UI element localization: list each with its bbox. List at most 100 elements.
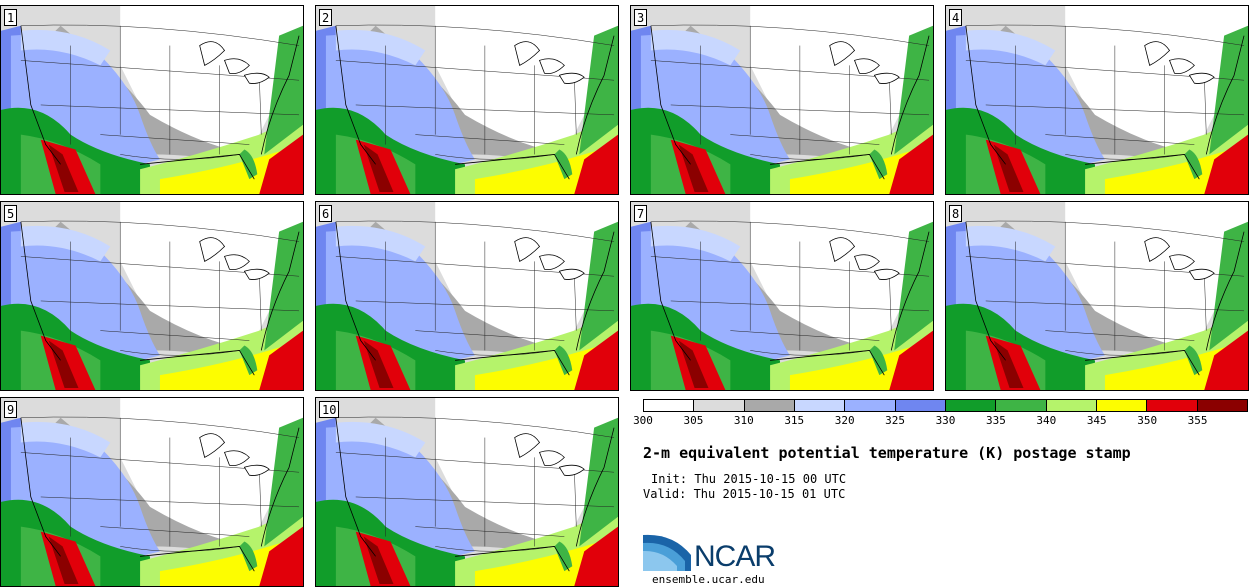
great-lake	[853, 58, 880, 74]
state-boundary	[20, 220, 300, 242]
map-fill-region	[650, 29, 741, 66]
colorbar-segment	[1147, 400, 1198, 411]
map-graphic	[316, 398, 618, 586]
coastline	[965, 25, 1245, 180]
state-boundary	[435, 546, 555, 552]
map-fill-region	[239, 345, 258, 376]
great-lake	[853, 254, 880, 270]
great-lake	[1168, 254, 1195, 270]
map-fill-region	[574, 526, 618, 586]
colorbar-segment	[694, 400, 745, 411]
colorbar-segment	[895, 400, 946, 411]
colorbar-tick-label: 320	[834, 414, 855, 427]
great-lake	[1144, 41, 1171, 66]
great-lake	[514, 41, 541, 66]
map-fill-region	[435, 6, 618, 155]
map-fill-region	[574, 330, 618, 390]
map-graphic	[631, 6, 933, 194]
map-graphic	[1, 398, 303, 586]
map-fill-region	[435, 398, 618, 547]
state-boundary	[1204, 75, 1207, 135]
map-fill-region	[259, 330, 303, 390]
state-boundary	[120, 546, 240, 552]
map-fill-region	[20, 421, 111, 458]
state-boundary	[965, 24, 1245, 46]
great-lake	[199, 237, 226, 262]
map-fill-region	[554, 541, 573, 572]
state-boundary	[120, 350, 240, 356]
coastline	[335, 417, 615, 572]
panel-label: 9	[4, 401, 18, 418]
state-boundary	[259, 75, 262, 135]
state-boundary	[1065, 350, 1185, 356]
state-boundary	[335, 416, 615, 438]
coastline	[650, 221, 930, 376]
map-fill-region	[889, 134, 933, 194]
map-fill-region	[889, 330, 933, 390]
state-boundary	[574, 271, 577, 331]
map-graphic	[946, 202, 1248, 390]
map-fill-region	[574, 134, 618, 194]
map-fill-region	[335, 225, 426, 262]
panel-label: 10	[319, 401, 340, 418]
colorbar-segment	[1197, 400, 1247, 411]
site-url: ensemble.ucar.edu	[652, 573, 765, 586]
coastline	[335, 25, 615, 180]
map-fill-region	[239, 541, 258, 572]
great-lake	[873, 268, 900, 280]
valid-time: Valid: Thu 2015-10-15 01 UTC	[643, 487, 846, 501]
map-panel-4: 4	[945, 5, 1249, 195]
state-boundary	[574, 75, 577, 135]
state-boundary	[1065, 154, 1185, 160]
state-boundary	[335, 24, 615, 46]
great-lake	[829, 237, 856, 262]
colorbar-tick-label: 305	[683, 414, 704, 427]
map-fill-region	[259, 134, 303, 194]
map-fill-region	[259, 526, 303, 586]
map-fill-region	[120, 6, 303, 155]
map-fill-region	[20, 225, 111, 262]
init-time: Init: Thu 2015-10-15 00 UTC	[651, 472, 847, 486]
panel-label: 6	[319, 205, 333, 222]
map-graphic	[1, 202, 303, 390]
state-boundary	[574, 467, 577, 527]
map-fill-region	[1204, 134, 1248, 194]
state-boundary	[730, 330, 880, 341]
great-lake	[558, 72, 585, 84]
colorbar-tick-label: 355	[1187, 414, 1208, 427]
state-boundary	[889, 75, 892, 135]
state-boundary	[889, 271, 892, 331]
panel-label: 1	[4, 9, 18, 26]
great-lake	[1168, 58, 1195, 74]
map-fill-region	[239, 149, 258, 180]
colorbar-tick-label: 325	[885, 414, 906, 427]
map-fill-region	[48, 536, 79, 585]
map-graphic	[946, 6, 1248, 194]
great-lake	[538, 450, 565, 466]
great-lake	[243, 72, 270, 84]
state-boundary	[730, 134, 880, 145]
map-fill-region	[965, 29, 1056, 66]
map-graphic	[1, 6, 303, 194]
great-lake	[829, 41, 856, 66]
state-boundary	[650, 24, 930, 46]
coastline	[965, 221, 1245, 376]
state-boundary	[259, 271, 262, 331]
map-panel-3: 3	[630, 5, 934, 195]
great-lake	[1188, 268, 1215, 280]
map-fill-region	[1184, 149, 1203, 180]
colorbar-tick-label: 310	[733, 414, 754, 427]
state-boundary	[100, 134, 250, 145]
map-fill-region	[1184, 345, 1203, 376]
map-fill-region	[554, 149, 573, 180]
great-lake	[1188, 72, 1215, 84]
map-fill-region	[48, 144, 79, 193]
state-boundary	[20, 24, 300, 46]
map-fill-region	[750, 202, 933, 351]
coastline	[650, 25, 930, 180]
colorbar-labels: 300 305 310 315 320 325 330 335 340 345 350 355	[633, 414, 1248, 428]
great-lake	[243, 268, 270, 280]
map-fill-region	[1065, 202, 1248, 351]
colorbar-segment	[945, 400, 997, 411]
great-lake	[558, 268, 585, 280]
